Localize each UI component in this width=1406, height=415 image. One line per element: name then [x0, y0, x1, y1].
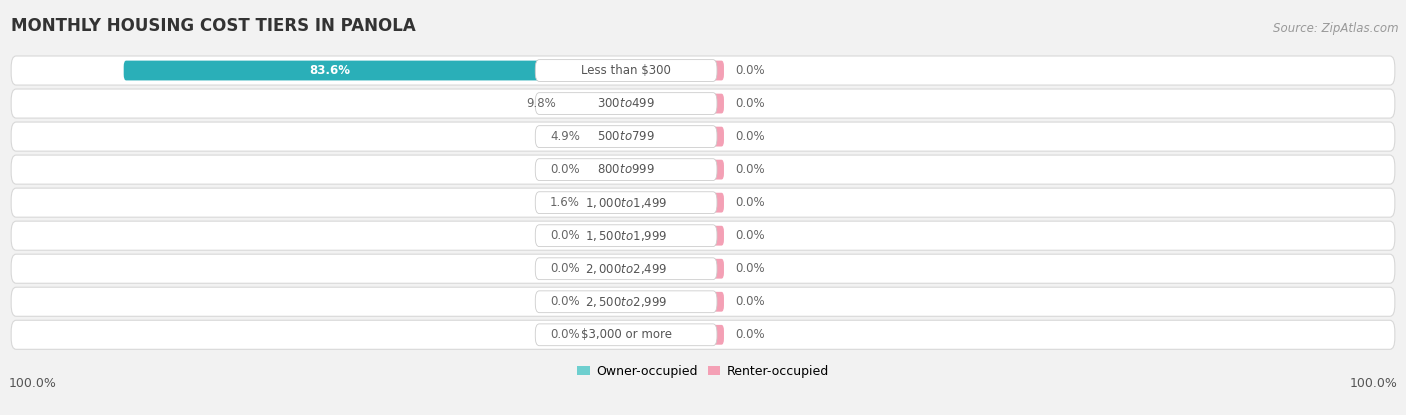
FancyBboxPatch shape	[591, 325, 626, 345]
FancyBboxPatch shape	[626, 193, 724, 212]
Text: 0.0%: 0.0%	[735, 64, 765, 77]
Text: $300 to $499: $300 to $499	[598, 97, 655, 110]
Text: 1.6%: 1.6%	[550, 196, 581, 209]
FancyBboxPatch shape	[626, 160, 724, 180]
FancyBboxPatch shape	[536, 126, 717, 147]
FancyBboxPatch shape	[536, 225, 717, 247]
FancyBboxPatch shape	[536, 258, 717, 280]
Text: 0.0%: 0.0%	[735, 328, 765, 341]
Text: 0.0%: 0.0%	[735, 262, 765, 275]
Text: 0.0%: 0.0%	[735, 97, 765, 110]
Text: $3,000 or more: $3,000 or more	[581, 328, 672, 341]
FancyBboxPatch shape	[591, 127, 626, 146]
FancyBboxPatch shape	[536, 324, 717, 346]
FancyBboxPatch shape	[536, 60, 717, 81]
FancyBboxPatch shape	[11, 320, 1395, 349]
FancyBboxPatch shape	[11, 188, 1395, 217]
Text: Source: ZipAtlas.com: Source: ZipAtlas.com	[1274, 22, 1399, 35]
Text: 4.9%: 4.9%	[550, 130, 581, 143]
FancyBboxPatch shape	[536, 93, 717, 115]
Text: 9.8%: 9.8%	[526, 97, 555, 110]
Text: 100.0%: 100.0%	[1350, 376, 1398, 390]
Text: 83.6%: 83.6%	[309, 64, 350, 77]
Text: $1,500 to $1,999: $1,500 to $1,999	[585, 229, 668, 243]
Text: 0.0%: 0.0%	[735, 130, 765, 143]
FancyBboxPatch shape	[591, 259, 626, 278]
FancyBboxPatch shape	[591, 193, 626, 212]
Text: $500 to $799: $500 to $799	[598, 130, 655, 143]
FancyBboxPatch shape	[626, 292, 724, 312]
Text: $2,000 to $2,499: $2,000 to $2,499	[585, 262, 668, 276]
FancyBboxPatch shape	[11, 155, 1395, 184]
FancyBboxPatch shape	[591, 226, 626, 246]
Text: 0.0%: 0.0%	[550, 163, 581, 176]
Text: Less than $300: Less than $300	[581, 64, 671, 77]
Text: 0.0%: 0.0%	[735, 295, 765, 308]
FancyBboxPatch shape	[11, 254, 1395, 283]
FancyBboxPatch shape	[11, 56, 1395, 85]
FancyBboxPatch shape	[626, 226, 724, 246]
FancyBboxPatch shape	[124, 61, 626, 81]
Text: $800 to $999: $800 to $999	[598, 163, 655, 176]
Text: 0.0%: 0.0%	[735, 163, 765, 176]
FancyBboxPatch shape	[536, 159, 717, 181]
FancyBboxPatch shape	[626, 61, 724, 81]
Text: 100.0%: 100.0%	[8, 376, 56, 390]
Text: 0.0%: 0.0%	[550, 229, 581, 242]
FancyBboxPatch shape	[11, 89, 1395, 118]
FancyBboxPatch shape	[591, 292, 626, 312]
FancyBboxPatch shape	[11, 122, 1395, 151]
FancyBboxPatch shape	[591, 160, 626, 180]
Text: 0.0%: 0.0%	[550, 262, 581, 275]
Text: 0.0%: 0.0%	[550, 328, 581, 341]
Legend: Owner-occupied, Renter-occupied: Owner-occupied, Renter-occupied	[572, 360, 834, 383]
FancyBboxPatch shape	[536, 291, 717, 312]
Text: $2,500 to $2,999: $2,500 to $2,999	[585, 295, 668, 309]
FancyBboxPatch shape	[567, 94, 626, 113]
Text: MONTHLY HOUSING COST TIERS IN PANOLA: MONTHLY HOUSING COST TIERS IN PANOLA	[11, 17, 416, 35]
Text: 0.0%: 0.0%	[735, 196, 765, 209]
Text: $1,000 to $1,499: $1,000 to $1,499	[585, 195, 668, 210]
FancyBboxPatch shape	[11, 221, 1395, 250]
FancyBboxPatch shape	[536, 192, 717, 214]
FancyBboxPatch shape	[626, 325, 724, 345]
Text: 0.0%: 0.0%	[735, 229, 765, 242]
FancyBboxPatch shape	[11, 287, 1395, 316]
FancyBboxPatch shape	[626, 259, 724, 278]
FancyBboxPatch shape	[626, 94, 724, 113]
FancyBboxPatch shape	[626, 127, 724, 146]
Text: 0.0%: 0.0%	[550, 295, 581, 308]
